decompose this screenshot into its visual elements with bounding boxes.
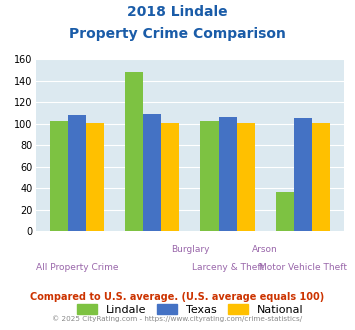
- Bar: [50, 120, 68, 231]
- Bar: [201, 120, 219, 231]
- Bar: [68, 115, 86, 231]
- Text: 2018 Lindale: 2018 Lindale: [127, 5, 228, 19]
- Bar: [219, 117, 237, 231]
- Bar: [125, 72, 143, 231]
- Bar: [86, 123, 104, 231]
- Bar: [161, 123, 179, 231]
- Text: Compared to U.S. average. (U.S. average equals 100): Compared to U.S. average. (U.S. average …: [31, 292, 324, 302]
- Text: Motor Vehicle Theft: Motor Vehicle Theft: [259, 263, 347, 272]
- Bar: [143, 114, 161, 231]
- Legend: Lindale, Texas, National: Lindale, Texas, National: [77, 304, 303, 315]
- Bar: [294, 118, 312, 231]
- Text: Property Crime Comparison: Property Crime Comparison: [69, 27, 286, 41]
- Bar: [237, 123, 255, 231]
- Text: Burglary: Burglary: [171, 245, 209, 254]
- Bar: [312, 123, 330, 231]
- Bar: [276, 192, 294, 231]
- Text: © 2025 CityRating.com - https://www.cityrating.com/crime-statistics/: © 2025 CityRating.com - https://www.city…: [53, 315, 302, 322]
- Text: Arson: Arson: [252, 245, 278, 254]
- Text: Larceny & Theft: Larceny & Theft: [192, 263, 264, 272]
- Text: All Property Crime: All Property Crime: [36, 263, 118, 272]
